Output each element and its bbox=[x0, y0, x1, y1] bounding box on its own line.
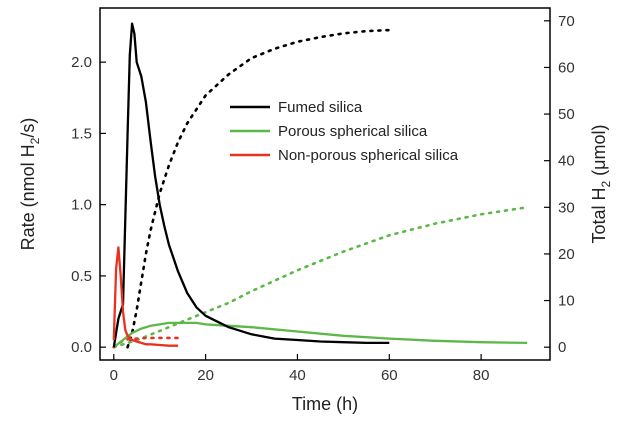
plot-frame bbox=[99, 7, 551, 361]
right-axis-title-tail: (μmol) bbox=[589, 124, 609, 180]
right-y-tick-label-7: 70 bbox=[558, 13, 575, 30]
left-axis-title-subscript: 2 bbox=[28, 137, 42, 144]
right-y-tick-label-1: 10 bbox=[558, 293, 575, 310]
right-y-tick-label-5: 50 bbox=[558, 106, 575, 123]
legend-label-porous: Porous spherical silica bbox=[278, 123, 428, 140]
series-3-total-line bbox=[126, 28, 391, 349]
ticks-layer: 0 20 40 60 80 0.0 0.5 1.0 1.5 2.0 0 10 20 30 40 50 60 70 bbox=[71, 13, 575, 384]
left-y-tick-label-4: 2.0 bbox=[71, 54, 92, 71]
left-y-tick-label-2: 1.0 bbox=[71, 197, 92, 214]
right-y-tick-label-6: 60 bbox=[558, 59, 575, 76]
x-tick-label-4: 80 bbox=[473, 367, 490, 384]
right-y-tick-label-0: 0 bbox=[558, 339, 566, 356]
series-1-rate-line bbox=[113, 321, 528, 349]
right-y-tick-label-3: 30 bbox=[558, 199, 575, 216]
x-tick-label-2: 40 bbox=[289, 367, 306, 384]
series-2-rate-line bbox=[112, 246, 179, 347]
left-axis-title-tail: /s) bbox=[18, 118, 38, 138]
right-y-tick-label-4: 40 bbox=[558, 153, 575, 170]
legend-label-nonporous: Non-porous spherical silica bbox=[278, 147, 459, 164]
left-y-tick-label-0: 0.0 bbox=[71, 339, 92, 356]
left-axis-title-main: Rate (nmol H bbox=[18, 144, 38, 250]
right-axis-title: Total H2 (μmol) bbox=[589, 124, 613, 243]
series-4-total-line bbox=[112, 206, 529, 349]
x-axis-title: Time (h) bbox=[292, 394, 358, 414]
series-0-rate-line bbox=[112, 22, 390, 348]
legend: Fumed silica Porous spherical silica Non… bbox=[230, 99, 459, 164]
left-y-tick-label-1: 0.5 bbox=[71, 268, 92, 285]
right-axis-title-main: Total H bbox=[589, 188, 609, 244]
right-axis-title-subscript: 2 bbox=[599, 181, 613, 188]
legend-label-fumed: Fumed silica bbox=[278, 99, 363, 116]
right-y-tick-label-2: 20 bbox=[558, 246, 575, 263]
left-y-tick-label-3: 1.5 bbox=[71, 125, 92, 142]
x-tick-label-3: 60 bbox=[381, 367, 398, 384]
x-tick-label-0: 0 bbox=[110, 367, 118, 384]
left-axis-title: Rate (nmol H2/s) bbox=[18, 118, 42, 251]
x-tick-label-1: 20 bbox=[197, 367, 214, 384]
series-layer bbox=[112, 22, 529, 349]
